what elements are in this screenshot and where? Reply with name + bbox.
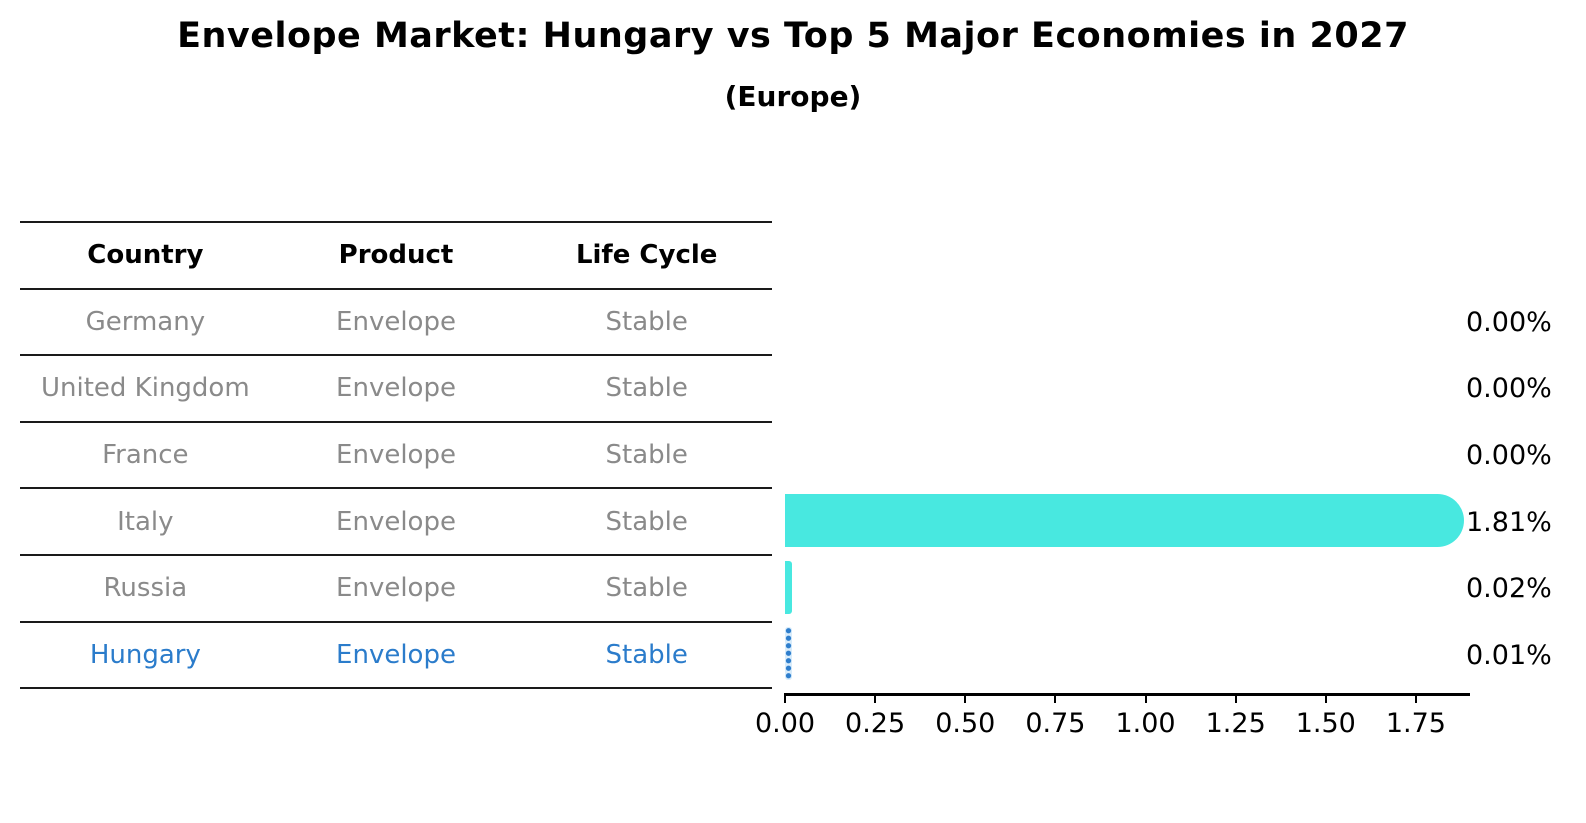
x-axis-tick <box>1324 693 1327 703</box>
column-header-product: Product <box>338 240 454 271</box>
bar-italy <box>785 494 1464 548</box>
bar-value-label: 1.81% <box>1466 506 1552 538</box>
cell-life-cycle: Stable <box>605 639 688 670</box>
country-table: Country Product Life Cycle Germany Envel… <box>20 221 772 690</box>
cell-product: Envelope <box>336 573 456 604</box>
chart-title: Envelope Market: Hungary vs Top 5 Major … <box>177 16 1409 56</box>
x-axis-tick <box>1054 693 1057 703</box>
x-axis-tick-label: 0.00 <box>754 708 816 739</box>
cell-country: Hungary <box>89 639 201 670</box>
x-axis-tick-label: 1.25 <box>1205 708 1266 739</box>
bar-value-label: 0.00% <box>1466 440 1552 471</box>
bar-value-label: 0.01% <box>1466 639 1552 671</box>
cell-life-cycle: Stable <box>605 506 688 537</box>
cell-country: United Kingdom <box>40 373 250 404</box>
table-row-russia: Russia Envelope Stable <box>20 553 772 621</box>
x-axis-tick <box>874 693 877 703</box>
cell-life-cycle: Stable <box>605 306 688 337</box>
bar-russia <box>785 560 793 614</box>
column-header-life-cycle: Life Cycle <box>575 240 718 271</box>
x-axis-tick-label: 1.75 <box>1385 708 1446 739</box>
x-axis-tick <box>1234 693 1237 703</box>
table-header-row: Country Product Life Cycle <box>20 221 772 288</box>
x-axis-tick-label: 1.00 <box>1115 708 1176 739</box>
cell-product: Envelope <box>336 373 456 404</box>
x-axis-tick-label: 0.50 <box>935 708 996 739</box>
column-header-country: Country <box>87 240 204 271</box>
cell-product: Envelope <box>336 639 456 670</box>
bar-value-label: 0.00% <box>1466 373 1552 405</box>
table-row-italy: Italy Envelope Stable <box>20 487 772 554</box>
x-axis-tick <box>964 693 967 703</box>
table-row-france: France Envelope Stable <box>20 420 772 488</box>
cell-country: France <box>102 440 189 471</box>
bar-value-label: 0.02% <box>1466 573 1552 605</box>
x-axis-tick <box>784 693 786 703</box>
cell-life-cycle: Stable <box>605 573 688 604</box>
table-row-hungary-highlighted: Hungary Envelope Stable <box>20 620 772 690</box>
x-axis-tick <box>1414 693 1417 703</box>
cell-life-cycle: Stable <box>605 440 688 471</box>
cell-life-cycle: Stable <box>605 373 688 404</box>
bar-value-label: 0.00% <box>1466 306 1552 338</box>
cell-product: Envelope <box>336 440 456 471</box>
cell-product: Envelope <box>336 506 456 537</box>
x-axis-tick-label: 0.25 <box>845 708 906 739</box>
cell-country: Germany <box>85 306 206 337</box>
x-axis-tick-label: 1.50 <box>1295 708 1356 739</box>
x-axis-tick <box>1144 693 1147 703</box>
bar-hungary-highlighted <box>785 627 792 681</box>
cell-product: Envelope <box>336 306 456 337</box>
cell-country: Italy <box>117 506 174 537</box>
bar-chart-plot-area: 0.00 0.25 0.50 0.75 1.00 1.25 1.50 1.75 <box>755 221 1470 739</box>
table-row-united-kingdom: United Kingdom Envelope Stable <box>20 354 772 421</box>
chart-subtitle: (Europe) <box>724 80 862 113</box>
table-row-germany: Germany Envelope Stable <box>20 287 772 355</box>
cell-country: Russia <box>103 573 188 604</box>
x-axis-tick-label: 0.75 <box>1025 708 1086 739</box>
